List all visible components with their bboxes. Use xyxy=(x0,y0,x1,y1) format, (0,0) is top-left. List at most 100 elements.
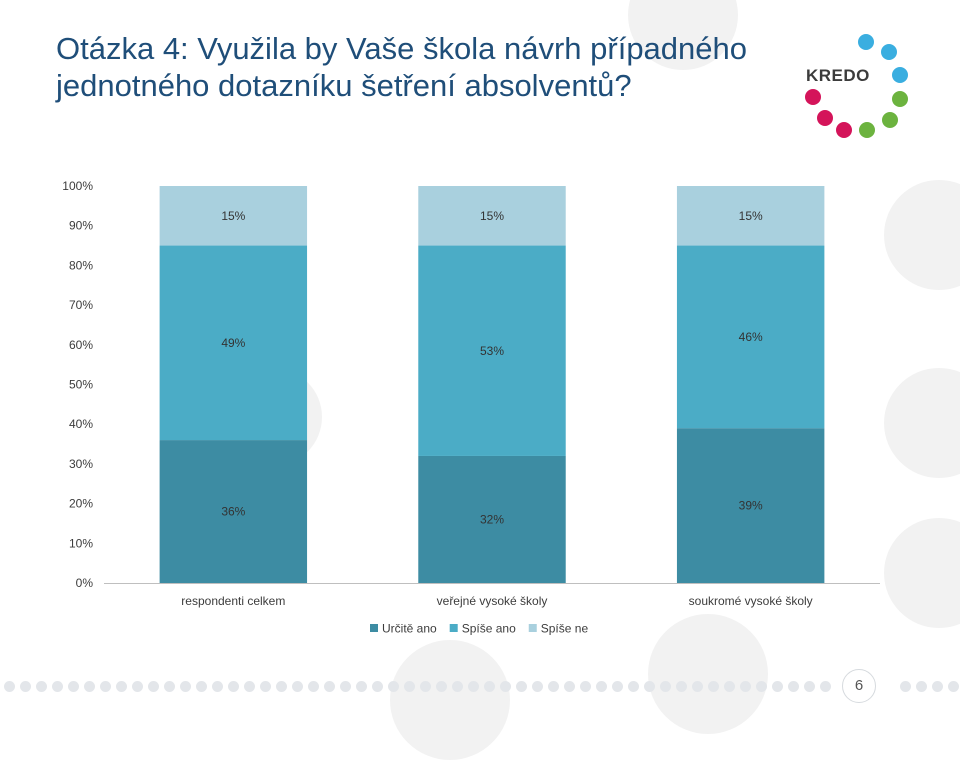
decorative-dot xyxy=(772,681,783,692)
decorative-dot xyxy=(660,681,671,692)
logo-text: KREDO xyxy=(806,66,870,85)
decorative-dot xyxy=(932,681,943,692)
decorative-dot xyxy=(692,681,703,692)
x-tick-label: soukromé vysoké školy xyxy=(689,594,813,608)
stacked-bar-chart: 0% 10% 20% 30% 40% 50% 60% 70% 80% 90% 100% 36% 49%… xyxy=(62,179,880,636)
decorative-dot-row xyxy=(0,676,960,696)
decorative-dot xyxy=(516,681,527,692)
decorative-dot xyxy=(116,681,127,692)
decorative-dot xyxy=(740,681,751,692)
legend-label: Spíše ne xyxy=(541,622,589,636)
logo-dot xyxy=(881,44,897,60)
data-label: 15% xyxy=(739,209,763,223)
decorative-dot xyxy=(468,681,479,692)
decorative-dot xyxy=(820,681,831,692)
kredo-logo: KREDO xyxy=(790,22,920,152)
decorative-dot xyxy=(4,681,15,692)
decorative-dot xyxy=(68,681,79,692)
decorative-dot xyxy=(548,681,559,692)
decorative-dot xyxy=(900,681,911,692)
decorative-dot xyxy=(948,681,959,692)
legend-label: Určitě ano xyxy=(382,622,437,636)
bar-segment xyxy=(676,245,825,429)
plot-area: 36% 49% 15% 32% 53% 15% 39% 46% 15% xyxy=(159,186,825,583)
decorative-dot xyxy=(420,681,431,692)
data-label: 15% xyxy=(221,209,245,223)
legend: Určitě ano Spíše ano Spíše ne xyxy=(370,622,588,636)
y-tick-label: 100% xyxy=(62,179,93,193)
data-label: 49% xyxy=(221,336,245,350)
decorative-dot xyxy=(628,681,639,692)
decorative-dot xyxy=(196,681,207,692)
y-tick-label: 0% xyxy=(76,576,94,590)
decorative-dot xyxy=(324,681,335,692)
decorative-dot xyxy=(20,681,31,692)
logo-dot xyxy=(892,67,908,83)
decorative-dot xyxy=(804,681,815,692)
data-label: 39% xyxy=(739,499,763,513)
legend-swatch xyxy=(528,624,537,632)
bar-segment xyxy=(159,245,308,441)
y-tick-label: 40% xyxy=(69,417,93,431)
decorative-dot xyxy=(676,681,687,692)
y-tick-label: 10% xyxy=(69,536,93,550)
legend-swatch xyxy=(370,624,378,632)
logo-dot xyxy=(859,122,875,138)
logo-dot xyxy=(882,112,898,128)
y-tick-label: 90% xyxy=(69,219,93,233)
logo-dot xyxy=(892,91,908,107)
decorative-dot xyxy=(532,681,543,692)
decorative-dot xyxy=(388,681,399,692)
decorative-dot xyxy=(180,681,191,692)
decorative-dot xyxy=(148,681,159,692)
x-axis: respondenti celkem veřejné vysoké školy so… xyxy=(104,583,880,608)
decorative-dot xyxy=(564,681,575,692)
logo-dot xyxy=(817,110,833,126)
data-label: 36% xyxy=(221,505,245,519)
data-label: 32% xyxy=(480,512,504,526)
bar-segment xyxy=(418,455,566,583)
decorative-dot xyxy=(212,681,223,692)
bar-segment xyxy=(676,428,825,583)
background-circle xyxy=(648,614,768,734)
decorative-dot xyxy=(724,681,735,692)
x-tick-label: respondenti celkem xyxy=(181,594,285,608)
decorative-dot xyxy=(356,681,367,692)
data-label: 46% xyxy=(739,330,763,344)
decorative-dot xyxy=(452,681,463,692)
decorative-dot xyxy=(340,681,351,692)
decorative-dot xyxy=(292,681,303,692)
slide-title: Otázka 4: Využila by Vaše škola návrh př… xyxy=(56,31,748,103)
decorative-dot xyxy=(372,681,383,692)
decorative-dot xyxy=(708,681,719,692)
decorative-dot xyxy=(756,681,767,692)
y-axis: 0% 10% 20% 30% 40% 50% 60% 70% 80% 90% 100% xyxy=(62,179,93,590)
decorative-dot xyxy=(36,681,47,692)
bar-segment xyxy=(159,440,308,583)
x-tick-label: veřejné vysoké školy xyxy=(437,594,548,608)
decorative-dot xyxy=(164,681,175,692)
legend-swatch xyxy=(449,624,458,632)
decorative-dot xyxy=(228,681,239,692)
decorative-dot xyxy=(644,681,655,692)
y-tick-label: 70% xyxy=(69,298,93,312)
logo-dot xyxy=(858,34,874,50)
page-number: 6 xyxy=(842,669,876,703)
decorative-dot xyxy=(276,681,287,692)
decorative-dot xyxy=(260,681,271,692)
decorative-dot xyxy=(132,681,143,692)
decorative-dot xyxy=(404,681,415,692)
decorative-dot xyxy=(52,681,63,692)
bar-segment xyxy=(418,245,566,456)
y-tick-label: 50% xyxy=(69,378,93,392)
decorative-dot xyxy=(500,681,511,692)
y-tick-label: 80% xyxy=(69,258,93,272)
bar-segment xyxy=(159,186,308,246)
decorative-dot xyxy=(244,681,255,692)
y-tick-label: 30% xyxy=(69,457,93,471)
legend-label: Spíše ano xyxy=(462,622,516,636)
data-label: 53% xyxy=(480,344,504,358)
logo-dot xyxy=(805,89,821,105)
decorative-dot xyxy=(100,681,111,692)
bar-segment xyxy=(418,186,566,246)
